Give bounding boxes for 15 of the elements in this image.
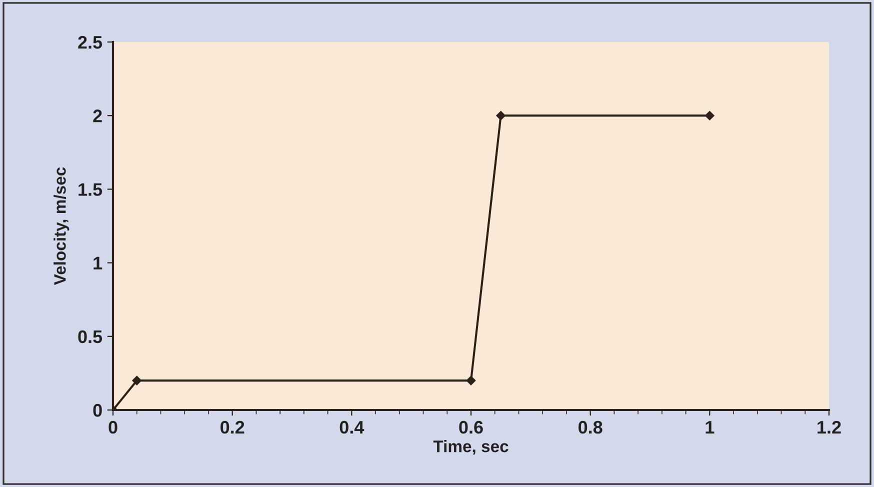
x-tick-label: 0 <box>108 420 118 434</box>
y-tick-label: 2 <box>93 110 102 122</box>
y-tick-label: 0 <box>93 404 102 417</box>
x-tick-label: 0.4 <box>340 420 364 434</box>
y-tick-label: 1.5 <box>78 183 102 196</box>
x-tick-label: 0.2 <box>220 420 244 434</box>
y-tick-label: 1 <box>94 256 102 270</box>
x-tick-label: 0.8 <box>578 420 602 434</box>
y-axis-title: Velocity, m/sec <box>54 167 70 286</box>
y-tick-label: 0.5 <box>78 330 102 344</box>
y-tick-label: 2.5 <box>78 36 102 49</box>
x-tick-label: 0.6 <box>459 420 483 434</box>
x-tick-label: 1.2 <box>818 420 841 434</box>
x-tick-label: 1 <box>706 421 714 434</box>
x-axis-title: Time, sec <box>433 440 508 455</box>
